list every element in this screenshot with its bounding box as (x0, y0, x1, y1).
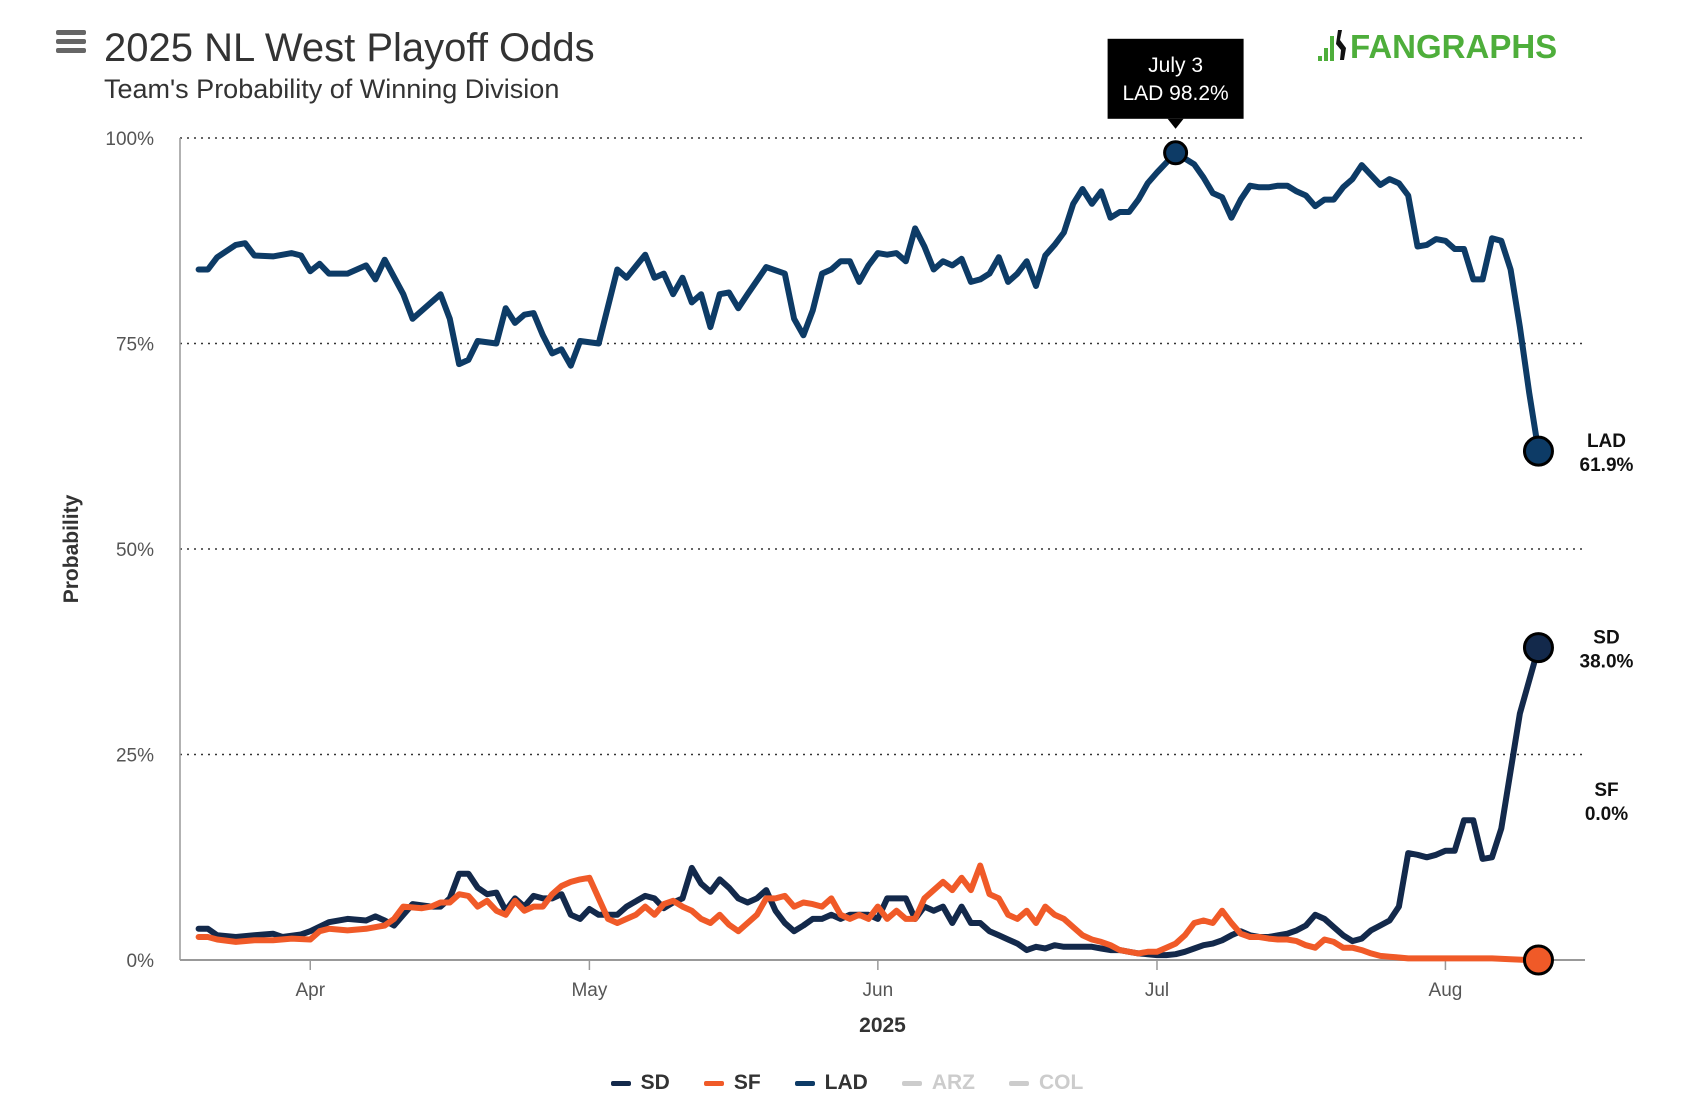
series-lines (195, 149, 1542, 963)
series-line-sd[interactable] (195, 644, 1542, 959)
end-label-value: 38.0% (1580, 652, 1634, 673)
legend-item-sf[interactable]: SF (703, 1068, 761, 1098)
series-line-sf[interactable] (195, 862, 1542, 963)
end-markers: LAD 61.9% SD 38.0% SF 0.0% (1522, 431, 1634, 976)
legend-item-sd[interactable]: SD (610, 1068, 670, 1098)
chart-title: 2025 NL West Playoff Odds (104, 26, 595, 70)
y-tick-label: 75% (116, 335, 154, 356)
axes: 0% 25% 50% 75% 100% Apr May Jun Jul Aug 2025 Probab… (60, 129, 1585, 1037)
y-tick-label: 25% (116, 746, 154, 767)
batter-icon (1318, 30, 1346, 61)
fangraphs-logo[interactable]: FANGRAPHS (1318, 26, 1578, 66)
legend-label: SD (640, 1071, 670, 1094)
x-tick-label: May (571, 980, 607, 1001)
legend-label: LAD (824, 1071, 868, 1094)
legend-swatch (1009, 1080, 1030, 1086)
legend-label: ARZ (931, 1071, 976, 1094)
x-tick-label: Aug (1429, 980, 1463, 1001)
chart-subtitle: Team's Probability of Winning Division (104, 74, 560, 104)
end-marker-sd[interactable] (1522, 632, 1554, 664)
tooltip-date: July 3 (1148, 54, 1203, 77)
y-axis-title: Probability (60, 494, 83, 603)
legend: SD SF LAD ARZ COL (0, 1068, 1694, 1098)
x-tick-label: Jul (1145, 980, 1169, 1001)
y-tick-label: 0% (127, 951, 155, 972)
x-tick-label: Jun (863, 980, 894, 1001)
legend-item-col[interactable]: COL (1009, 1068, 1083, 1098)
end-label-value: 61.9% (1580, 455, 1634, 476)
end-label-team: LAD (1587, 431, 1626, 452)
highlight-point[interactable] (1163, 140, 1189, 166)
hamburger-menu-icon[interactable] (56, 30, 86, 56)
y-tick-label: 100% (105, 129, 154, 150)
end-label-value: 0.0% (1585, 804, 1628, 825)
tooltip-box (1107, 38, 1244, 119)
legend-swatch (703, 1080, 724, 1086)
end-marker-lad[interactable] (1522, 435, 1554, 467)
legend-swatch (794, 1080, 815, 1086)
line-chart: 0% 25% 50% 75% 100% Apr May Jun Jul Aug 2025 Probab… (60, 38, 1634, 1037)
legend-item-lad[interactable]: LAD (794, 1068, 868, 1098)
end-label-team: SD (1593, 628, 1619, 649)
legend-label: SF (733, 1071, 761, 1094)
x-axis-title: 2025 (859, 1014, 906, 1037)
end-marker-sf[interactable] (1522, 944, 1554, 976)
logo-text: FANGRAPHS (1350, 28, 1557, 65)
grid-lines (180, 137, 1585, 756)
end-label-team: SF (1594, 780, 1618, 801)
tooltip: July 3 LAD 98.2% (1107, 38, 1244, 166)
legend-item-arz[interactable]: ARZ (901, 1068, 976, 1098)
tooltip-pointer (1167, 118, 1184, 129)
legend-swatch (901, 1080, 922, 1086)
series-line-lad[interactable] (195, 149, 1542, 455)
y-tick-label: 50% (116, 540, 154, 561)
tooltip-value: LAD 98.2% (1122, 82, 1228, 105)
legend-label: COL (1039, 1071, 1084, 1094)
legend-swatch (610, 1080, 631, 1086)
x-tick-label: Apr (295, 980, 325, 1001)
